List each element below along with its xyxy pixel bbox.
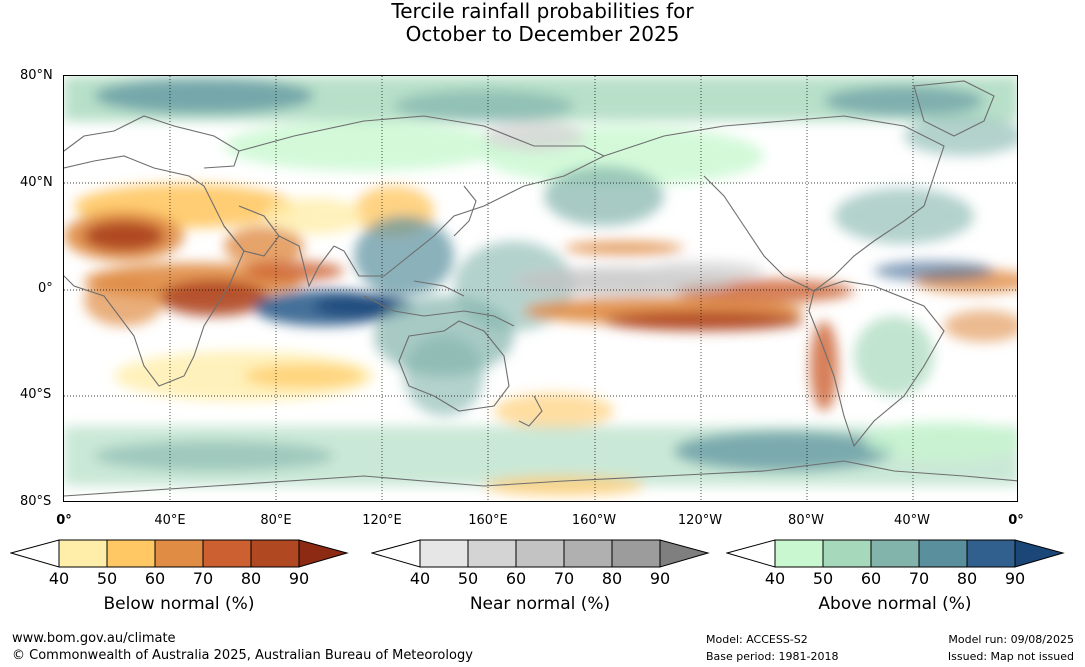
map-title: Tercile rainfall probabilities for Octob… xyxy=(0,0,1085,46)
near-tick-40: 40 xyxy=(409,569,431,588)
lon-label-40e: 40°E xyxy=(154,513,186,528)
lat-label-80s: 80°S xyxy=(20,494,52,509)
above-tick-40: 40 xyxy=(764,569,786,588)
title-line-1: Tercile rainfall probabilities for xyxy=(391,0,694,23)
coastlines xyxy=(64,80,1017,497)
lon-label-40w: 40°W xyxy=(894,513,930,528)
lon-label-0-left: 0° xyxy=(56,513,72,528)
near-swatch-1 xyxy=(419,539,469,568)
rainfall-probability-map xyxy=(63,75,1018,502)
model-name: Model: ACCESS-S2 xyxy=(706,633,808,646)
below-swatch-4 xyxy=(202,539,252,568)
near-tick-60: 60 xyxy=(505,569,527,588)
below-tick-40: 40 xyxy=(48,569,70,588)
lon-label-160w: 160°W xyxy=(571,513,617,528)
near-normal-colorbar xyxy=(371,539,710,568)
above-swatch-2 xyxy=(822,539,872,568)
below-swatch-2 xyxy=(106,539,156,568)
near-swatch-3 xyxy=(515,539,565,568)
above-normal-colorbar xyxy=(726,539,1065,568)
lon-label-160e: 160°E xyxy=(468,513,508,528)
below-tick-70: 70 xyxy=(192,569,214,588)
website-link[interactable]: www.bom.gov.au/climate xyxy=(12,631,176,646)
lat-label-0: 0° xyxy=(38,281,53,296)
above-normal-title: Above normal (%) xyxy=(818,594,972,614)
lat-label-40s: 40°S xyxy=(20,387,52,402)
issued-status: Issued: Map not issued xyxy=(947,650,1074,663)
below-normal-title: Below normal (%) xyxy=(103,594,255,614)
near-tick-70: 70 xyxy=(553,569,575,588)
near-swatch-2 xyxy=(467,539,517,568)
above-swatch-5 xyxy=(966,539,1016,568)
near-tick-90: 90 xyxy=(649,569,671,588)
grid-lines xyxy=(64,76,1017,501)
lon-label-80w: 80°W xyxy=(788,513,824,528)
model-run-date: Model run: 09/08/2025 xyxy=(948,633,1074,646)
below-swatch-6 xyxy=(298,539,349,568)
near-tick-50: 50 xyxy=(457,569,479,588)
below-swatch-5 xyxy=(250,539,300,568)
lon-label-80e: 80°E xyxy=(260,513,292,528)
title-line-2: October to December 2025 xyxy=(405,22,680,46)
near-tick-80: 80 xyxy=(601,569,623,588)
copyright-text: © Commonwealth of Australia 2025, Austra… xyxy=(12,648,473,663)
probability-field xyxy=(64,76,1017,496)
below-swatch-3 xyxy=(154,539,204,568)
below-tick-80: 80 xyxy=(240,569,262,588)
above-swatch-6 xyxy=(1014,539,1065,568)
lon-label-0-right: 0° xyxy=(1008,513,1024,528)
near-swatch-5 xyxy=(611,539,661,568)
below-tick-60: 60 xyxy=(144,569,166,588)
lon-label-120e: 120°E xyxy=(362,513,402,528)
below-tick-90: 90 xyxy=(288,569,310,588)
near-swatch-6 xyxy=(659,539,710,568)
above-swatch-3 xyxy=(870,539,920,568)
below-tick-50: 50 xyxy=(96,569,118,588)
above-tick-70: 70 xyxy=(908,569,930,588)
below-normal-colorbar xyxy=(10,539,349,568)
below-swatch-1 xyxy=(58,539,108,568)
near-normal-title: Near normal (%) xyxy=(469,594,611,614)
above-swatch-4 xyxy=(918,539,968,568)
above-tick-50: 50 xyxy=(812,569,834,588)
above-tick-60: 60 xyxy=(860,569,882,588)
map-svg xyxy=(64,76,1017,501)
lat-label-40n: 40°N xyxy=(20,175,53,190)
base-period: Base period: 1981-2018 xyxy=(706,650,839,663)
lat-label-80n: 80°N xyxy=(20,68,53,83)
near-swatch-4 xyxy=(563,539,613,568)
above-tick-80: 80 xyxy=(956,569,978,588)
above-swatch-1 xyxy=(774,539,824,568)
above-tick-90: 90 xyxy=(1004,569,1026,588)
lon-label-120w: 120°W xyxy=(677,513,723,528)
